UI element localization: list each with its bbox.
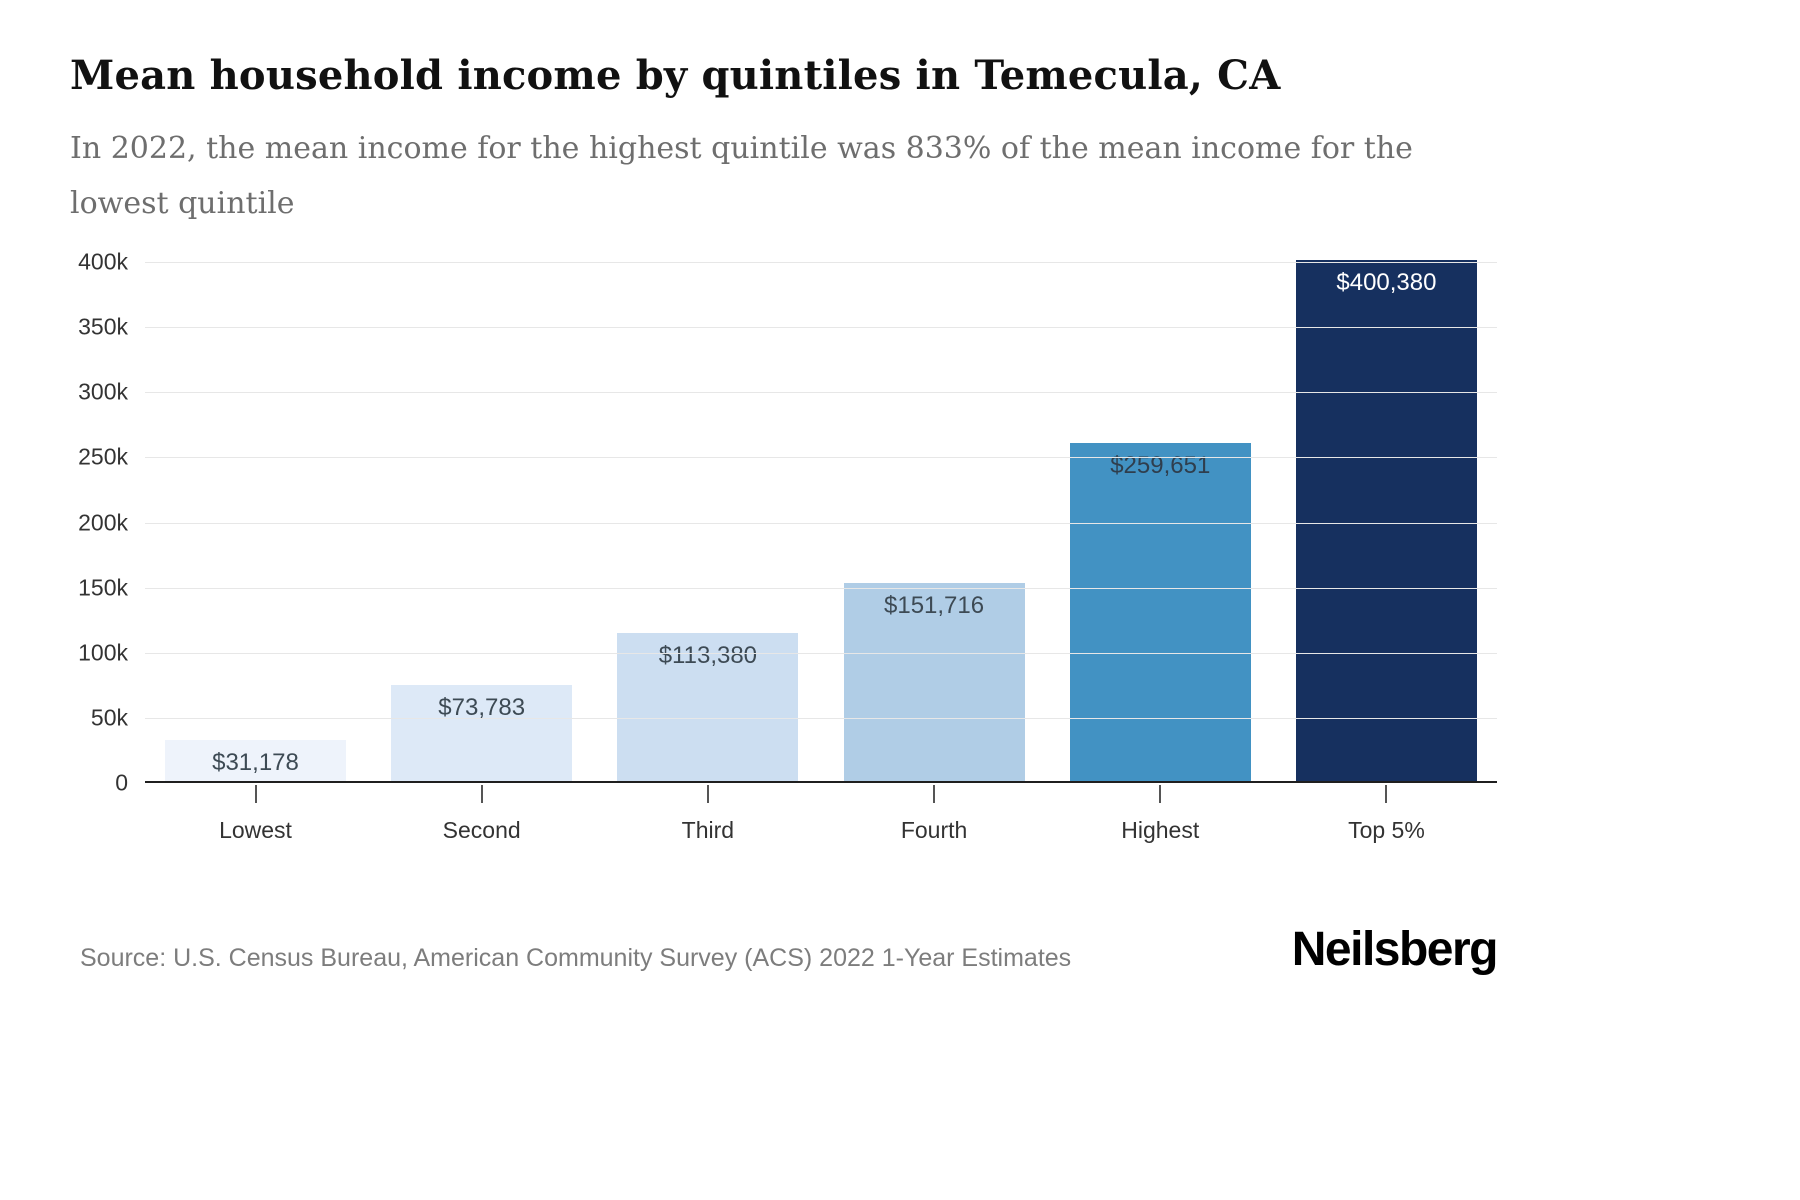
gridline (145, 327, 1497, 329)
bar-top-5-: $400,380 (1295, 260, 1477, 781)
gridline (145, 262, 1497, 263)
x-category-label: Fourth (900, 817, 968, 843)
chart-title: Mean household income by quintiles in Te… (70, 52, 1281, 99)
x-axis-cell: Second (391, 785, 572, 844)
x-category-label: Second (442, 817, 521, 843)
gridline (145, 522, 1497, 524)
y-tick-label: 0 (115, 769, 128, 796)
chart-subtitle: In 2022, the mean income for the highest… (70, 131, 1413, 221)
x-category-label: Top 5% (1348, 817, 1425, 843)
x-tick-mark (1385, 785, 1388, 803)
x-axis-cell: Top 5% (1296, 785, 1477, 844)
chart-header: Mean household income by quintiles in Te… (70, 52, 1530, 231)
source-note: Source: U.S. Census Bureau, American Com… (80, 944, 1072, 972)
x-axis-cell: Third (617, 785, 798, 844)
bar-value-label: $259,651 (1110, 451, 1211, 479)
y-tick-label: 100k (78, 639, 128, 666)
gridline (145, 457, 1497, 459)
x-category-label: Third (681, 817, 735, 843)
y-tick-label: 350k (78, 313, 128, 340)
x-tick-mark (254, 785, 257, 803)
bar-third: $113,380 (617, 633, 799, 781)
y-tick-label: 400k (78, 248, 128, 275)
gridline (145, 652, 1497, 654)
gridline (145, 392, 1497, 394)
bar-lowest: $31,178 (165, 740, 346, 781)
y-tick-label: 250k (78, 443, 128, 470)
x-category-label: Lowest (219, 817, 292, 843)
y-tick-label: 200k (78, 509, 128, 535)
bar-value-label: $73,783 (438, 693, 526, 721)
x-tick-mark (480, 785, 483, 803)
gridline (145, 717, 1497, 719)
x-axis: Lowest Second Third Fourth Highest Top 5% (145, 785, 1497, 844)
x-axis-cell: Fourth (844, 785, 1025, 844)
y-tick-label: 50k (90, 704, 128, 731)
plot-area: $31,178 $73,783 $113,380 $151,716 $259,651 $4… (78, 249, 1497, 796)
bar-second: $73,783 (391, 684, 573, 781)
x-tick-mark (933, 785, 936, 803)
bar-value-label: $113,380 (658, 642, 758, 670)
x-axis-cell: Lowest (165, 785, 346, 844)
y-tick-label: 150k (78, 574, 128, 601)
x-category-label: Highest (1121, 817, 1200, 843)
bar-value-label: $31,178 (212, 749, 299, 777)
bar-highest: $259,651 (1069, 442, 1251, 781)
bars-container: $31,178 $73,783 $113,380 $151,716 $259,651 $4… (145, 260, 1497, 781)
bar-value-label: $151,716 (884, 592, 985, 620)
neilsberg-logo: Neilsberg (1291, 923, 1499, 976)
x-tick-mark (1159, 785, 1162, 803)
bar-value-label: $400,380 (1336, 269, 1437, 296)
x-axis-cell: Highest (1070, 785, 1251, 844)
gridline (145, 587, 1497, 589)
x-tick-mark (706, 785, 709, 803)
y-tick-label: 300k (78, 378, 128, 405)
bar-fourth: $151,716 (843, 583, 1025, 781)
